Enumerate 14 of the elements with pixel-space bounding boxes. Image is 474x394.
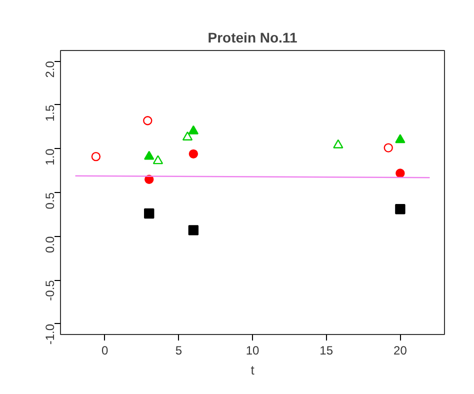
y-tick-label: 0.0 xyxy=(43,236,57,254)
x-tick-label: 10 xyxy=(246,344,260,358)
y-tick-label: 1.5 xyxy=(43,104,57,122)
y-tick-label: 0.5 xyxy=(43,192,57,210)
y-tick-label: -1.0 xyxy=(43,324,57,345)
y-tick-label: -0.5 xyxy=(43,280,57,301)
x-tick-label: 15 xyxy=(320,344,334,358)
chart-title: Protein No.11 xyxy=(208,30,298,46)
x-axis-title: t xyxy=(250,362,255,378)
x-tick-label: 5 xyxy=(175,344,182,358)
x-tick-label: 0 xyxy=(101,344,108,358)
x-tick-label: 20 xyxy=(394,344,408,358)
y-tick-label: 1.0 xyxy=(43,148,57,166)
y-tick-label: 2.0 xyxy=(43,60,57,78)
